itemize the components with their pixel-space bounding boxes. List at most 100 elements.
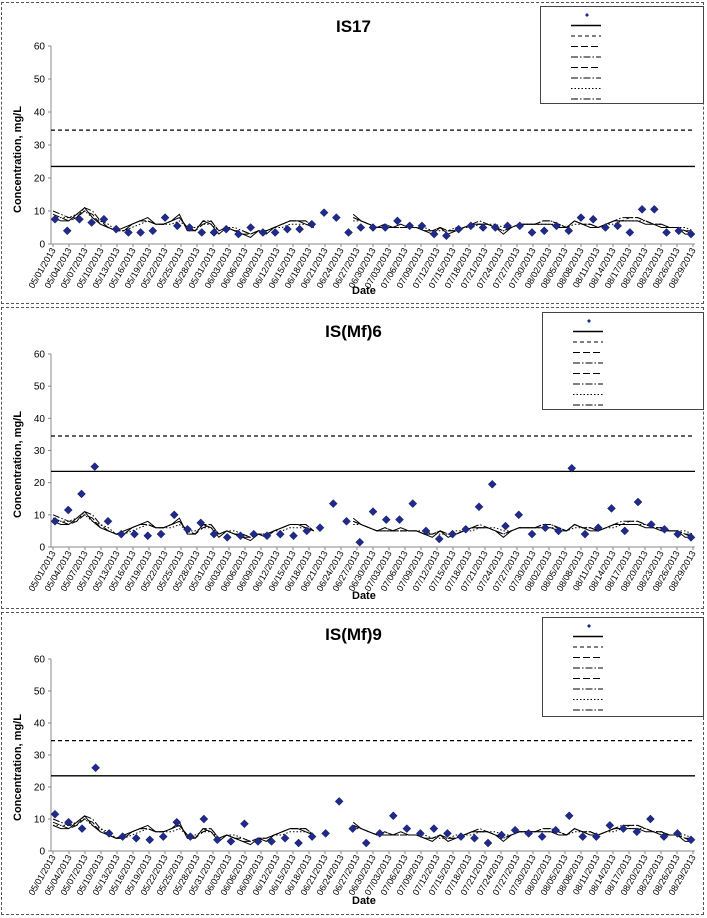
data-point — [674, 226, 684, 236]
y-tick-label: 30 — [34, 446, 46, 457]
data-point — [75, 214, 84, 224]
data-point — [601, 223, 610, 232]
data-point — [442, 231, 451, 241]
data-point — [267, 837, 276, 846]
data-point — [331, 213, 341, 222]
data-point — [116, 529, 126, 539]
data-point — [222, 532, 232, 542]
data-point — [662, 228, 671, 237]
data-point — [50, 214, 60, 224]
data-point — [421, 526, 431, 536]
chart-plot: 010203040506005/01/201305/04/201305/07/2… — [27, 350, 698, 594]
data-point — [280, 833, 290, 843]
data-point — [90, 462, 100, 471]
data-point — [99, 214, 109, 224]
data-point — [183, 524, 192, 534]
data-point — [319, 208, 329, 218]
data-point — [637, 204, 647, 214]
data-point — [169, 510, 179, 520]
data-point — [660, 524, 669, 534]
data-point — [249, 529, 259, 539]
data-point — [103, 516, 113, 526]
model-line — [52, 815, 694, 842]
data-point — [591, 832, 601, 841]
data-point — [649, 204, 659, 214]
data-point — [388, 811, 398, 821]
legend-swatches — [573, 624, 603, 711]
data-point — [348, 824, 358, 833]
chart-plot: 010203040506005/01/201305/04/201305/07/2… — [27, 42, 698, 291]
model-line — [52, 514, 693, 538]
chart-title: IS(Mf)6 — [325, 322, 382, 341]
data-point — [294, 838, 303, 848]
data-point — [315, 523, 325, 533]
data-point — [618, 824, 628, 833]
data-point — [395, 515, 404, 525]
data-point — [148, 226, 158, 236]
data-point — [588, 214, 598, 224]
data-point — [275, 529, 285, 539]
data-point — [197, 228, 207, 237]
data-point — [91, 763, 100, 773]
data-point — [564, 811, 574, 821]
data-point — [375, 829, 385, 838]
y-tick-label: 10 — [34, 510, 46, 521]
data-point — [185, 832, 195, 841]
data-point — [209, 529, 219, 539]
chart-title: IS(Mf)9 — [325, 625, 382, 644]
data-point — [158, 832, 168, 841]
y-tick-label: 40 — [34, 414, 46, 425]
data-point — [417, 221, 427, 231]
data-point — [321, 829, 330, 838]
data-point — [221, 224, 231, 234]
chart-panel-ismf9: IS(Mf)9 Concentration, mg/L Date 0 10 20 30… — [1, 612, 704, 915]
data-point — [474, 502, 484, 512]
data-point — [393, 216, 402, 226]
data-point — [77, 824, 87, 833]
data-point — [607, 504, 616, 513]
legend-marker — [587, 624, 591, 628]
data-point — [172, 221, 182, 231]
data-point — [633, 497, 643, 507]
data-point — [466, 221, 476, 231]
data-point — [104, 829, 114, 838]
data-point — [124, 228, 133, 237]
data-point — [302, 526, 312, 536]
data-point — [380, 223, 390, 232]
data-point — [567, 463, 577, 473]
data-point — [240, 819, 249, 829]
legend-swatches — [571, 13, 601, 100]
data-point — [593, 523, 603, 533]
data-point — [686, 835, 696, 845]
data-point — [270, 228, 280, 237]
data-point — [196, 518, 206, 528]
chart-plot: 010203040506005/01/201305/04/201305/07/2… — [27, 655, 698, 898]
data-point — [334, 797, 344, 806]
data-point — [368, 223, 378, 232]
data-point — [524, 829, 533, 838]
data-point — [226, 837, 236, 846]
legend-marker — [587, 319, 591, 323]
legend-marker — [585, 13, 589, 17]
data-point — [361, 838, 371, 848]
data-point — [355, 537, 365, 547]
data-point — [487, 479, 497, 489]
data-point — [429, 229, 439, 239]
data-point — [236, 531, 245, 541]
data-point — [307, 832, 317, 841]
data-point — [578, 832, 588, 841]
data-point — [283, 224, 292, 234]
chart-title: IS17 — [336, 17, 371, 36]
data-point — [490, 223, 500, 232]
data-point — [307, 219, 317, 229]
data-point — [136, 228, 145, 237]
data-point — [673, 829, 682, 838]
data-point — [510, 825, 520, 835]
data-point — [580, 529, 590, 539]
data-point — [527, 228, 537, 237]
data-point — [673, 529, 683, 539]
data-point — [632, 827, 642, 837]
data-point — [686, 229, 696, 239]
y-tick-label: 20 — [34, 478, 46, 489]
model-line — [53, 210, 694, 235]
